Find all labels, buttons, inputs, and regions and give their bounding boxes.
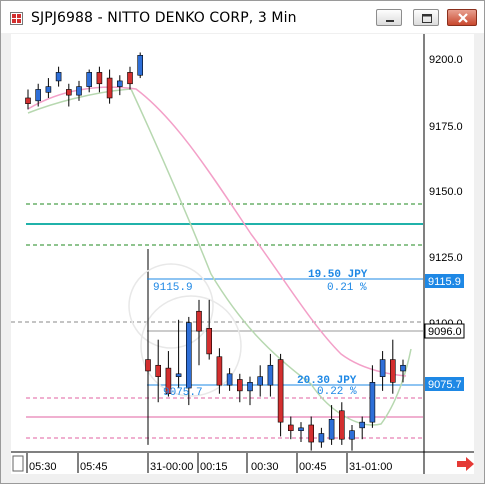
x-tick-3101: 31-01:00: [349, 461, 392, 473]
s2-candle-20: [349, 430, 355, 440]
s1-candle-8: [106, 77, 113, 99]
minimize-icon: [386, 20, 394, 22]
y-tick-9200: 9200.0: [429, 54, 463, 66]
s2-candle-15: [298, 427, 304, 431]
s1-candle-0: [25, 97, 31, 104]
s2-candle-17: [318, 433, 325, 443]
measure-1-price: 9115.9: [153, 282, 193, 294]
x-tick-0045: 00:45: [299, 461, 327, 473]
title-bar[interactable]: SJPJ6988 - NITTO DENKO CORP, 3 Min: [1, 1, 484, 33]
s2-candle-19: [338, 410, 345, 440]
s2-candle-4: [186, 322, 192, 389]
s2-candle-0: [145, 359, 151, 372]
s1-candle-3: [55, 72, 62, 82]
s2-candle-14: [287, 424, 294, 431]
s2-candle-18: [328, 418, 335, 440]
s2-candle-5: [196, 310, 202, 332]
measure-2-delta: 20.30 JPY: [297, 375, 357, 387]
minimize-button[interactable]: [376, 9, 402, 26]
measure-1-delta: 19.50 JPY: [308, 269, 368, 281]
measure-2-percent: 0.22 %: [317, 386, 357, 398]
maximize-icon: [422, 14, 432, 23]
price-chart[interactable]: 9200.0 9175.0 9150.0 9125.0 9100.0 9115.…: [11, 34, 474, 474]
s2-candle-21: [359, 421, 366, 429]
close-icon: [458, 13, 468, 23]
s1-candle-11: [137, 55, 143, 76]
s2-candle-23: [379, 359, 386, 377]
scroll-right-arrow-icon[interactable]: [457, 457, 475, 471]
s1-candle-5: [76, 86, 82, 96]
maximize-button[interactable]: [413, 9, 439, 26]
s2-candle-2: [165, 367, 172, 395]
s1-candle-1: [35, 89, 42, 102]
x-tick-0545: 05:45: [80, 461, 108, 473]
s2-candle-16: [308, 424, 315, 443]
x-tick-0530: 05:30: [29, 461, 57, 473]
s2-candle-12: [267, 364, 274, 386]
y-tick-9175: 9175.0: [429, 121, 463, 133]
window-title: SJPJ6988 - NITTO DENKO CORP, 3 Min: [31, 10, 297, 26]
s1-candle-7: [96, 72, 103, 85]
s2-candle-25: [400, 364, 406, 372]
s1-candle-4: [65, 89, 72, 96]
s1-candle-10: [127, 72, 133, 85]
price-tag-current: 9096.0: [424, 323, 465, 339]
measure-1-percent: 0.21 %: [327, 282, 367, 294]
s2-candle-8: [226, 373, 233, 386]
y-tick-9125: 9125.0: [429, 252, 463, 264]
scroll-handle[interactable]: [12, 455, 24, 472]
close-button[interactable]: [447, 9, 477, 26]
s1-candle-2: [45, 86, 52, 93]
candles-session-2: [145, 299, 406, 451]
price-tag-low-label: 9075.7: [428, 379, 462, 391]
s2-candle-22: [369, 382, 376, 423]
s2-candle-9: [237, 379, 243, 392]
price-tag-high-label: 9115.9: [428, 276, 461, 288]
s2-candle-3: [175, 373, 182, 377]
x-tick-3100: 31-00:00: [150, 461, 193, 473]
s2-candle-7: [216, 356, 223, 386]
s2-candle-13: [277, 359, 284, 423]
app-icon: [10, 12, 23, 25]
x-tick-0030: 00:30: [251, 461, 279, 473]
s2-candle-6: [206, 328, 212, 355]
s2-candle-24: [389, 359, 396, 383]
x-tick-0015: 00:15: [200, 461, 228, 473]
y-tick-9150: 9150.0: [429, 186, 463, 198]
price-tag-high: 9115.9: [425, 274, 464, 288]
s1-candle-9: [117, 80, 123, 87]
s2-candle-11: [257, 376, 263, 386]
measure-2-price: 9075.7: [163, 387, 203, 399]
candles-session-1: [25, 52, 143, 110]
price-tag-current-label: 9096.0: [428, 326, 462, 338]
s2-candle-1: [155, 364, 161, 377]
s2-candle-10: [247, 382, 253, 392]
s1-candle-6: [86, 72, 92, 87]
price-tag-low: 9075.7: [425, 377, 464, 391]
